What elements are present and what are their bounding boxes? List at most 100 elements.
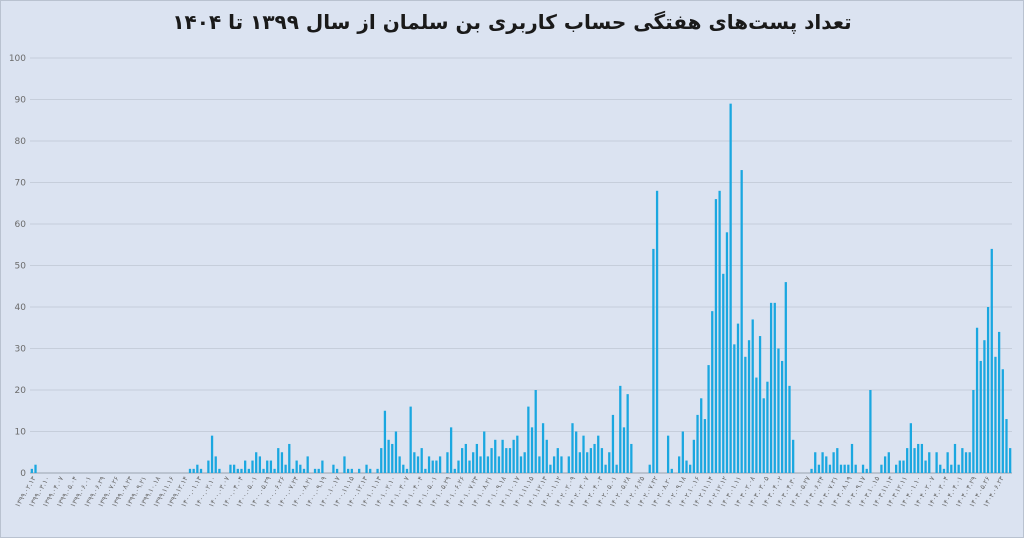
bar xyxy=(733,344,736,473)
bar xyxy=(792,439,795,473)
bar xyxy=(898,460,901,473)
bar xyxy=(475,443,479,473)
bar xyxy=(652,248,655,473)
bar xyxy=(494,439,497,473)
bar xyxy=(895,464,898,473)
bar xyxy=(766,381,769,473)
bar xyxy=(1001,369,1004,473)
bar xyxy=(512,439,515,473)
bar xyxy=(630,443,633,473)
bar xyxy=(387,439,390,473)
y-tick-label: 80 xyxy=(15,137,27,147)
bar xyxy=(975,327,979,473)
bar xyxy=(262,468,265,473)
bar xyxy=(266,460,269,473)
bar xyxy=(575,431,578,473)
bar xyxy=(979,360,982,473)
bar xyxy=(302,468,306,473)
bar xyxy=(736,323,740,473)
bar xyxy=(666,435,670,473)
bar xyxy=(865,468,868,473)
bar xyxy=(619,385,622,473)
bar xyxy=(486,456,490,473)
bar xyxy=(335,468,339,473)
bar xyxy=(244,460,247,473)
bar xyxy=(299,464,302,473)
bar xyxy=(435,460,438,473)
y-tick-label: 70 xyxy=(15,179,27,189)
bar xyxy=(582,435,585,473)
bar xyxy=(839,464,843,473)
bar xyxy=(218,468,221,473)
bar xyxy=(383,410,387,473)
bar xyxy=(369,468,372,473)
bar xyxy=(317,468,320,473)
bar xyxy=(251,460,254,473)
bar xyxy=(188,468,192,473)
bar xyxy=(703,419,707,473)
bar xyxy=(780,360,784,473)
bar xyxy=(1005,419,1008,473)
bar xyxy=(939,464,942,473)
bar xyxy=(880,464,883,473)
bar xyxy=(313,468,317,473)
bar xyxy=(347,468,350,473)
bar xyxy=(953,443,957,473)
bar xyxy=(670,468,673,473)
bar xyxy=(541,423,545,473)
bar xyxy=(983,340,986,473)
bar xyxy=(405,468,409,473)
bar xyxy=(332,464,335,473)
bar xyxy=(409,406,412,473)
bar xyxy=(920,443,924,473)
bar xyxy=(608,452,611,473)
bar xyxy=(968,452,971,473)
bar xyxy=(567,456,570,473)
bar xyxy=(273,468,276,473)
bar xyxy=(946,452,949,473)
bar xyxy=(928,452,931,473)
bar xyxy=(777,348,780,473)
bar xyxy=(935,452,938,473)
bar xyxy=(714,199,718,473)
bar xyxy=(994,356,997,473)
bar xyxy=(847,464,850,473)
y-tick-label: 40 xyxy=(15,303,27,313)
bar xyxy=(545,439,548,473)
bar xyxy=(788,385,791,473)
bar xyxy=(722,273,725,473)
bar xyxy=(427,456,431,473)
bar xyxy=(836,448,839,473)
bar xyxy=(497,456,501,473)
bar xyxy=(700,398,703,473)
bar xyxy=(1009,448,1012,473)
bar xyxy=(615,464,618,473)
bar xyxy=(578,452,581,473)
bar xyxy=(269,460,273,473)
bar xyxy=(449,427,453,473)
bar xyxy=(549,464,552,473)
bar xyxy=(534,390,537,473)
bar xyxy=(343,456,346,473)
bar xyxy=(214,456,217,473)
bar xyxy=(446,452,449,473)
bar xyxy=(431,460,434,473)
y-tick-label: 30 xyxy=(15,345,27,355)
bar xyxy=(468,460,471,473)
bar xyxy=(611,414,615,473)
bar xyxy=(758,336,762,473)
bar xyxy=(902,460,905,473)
bar xyxy=(769,302,773,473)
bar xyxy=(358,468,361,473)
bar xyxy=(420,448,423,473)
bar xyxy=(490,448,493,473)
bar xyxy=(707,365,710,473)
y-tick-label: 90 xyxy=(15,96,27,106)
bar xyxy=(913,448,916,473)
bar xyxy=(832,452,835,473)
bar xyxy=(883,456,887,473)
bar xyxy=(552,456,556,473)
bar xyxy=(560,456,563,473)
bar xyxy=(961,448,964,473)
